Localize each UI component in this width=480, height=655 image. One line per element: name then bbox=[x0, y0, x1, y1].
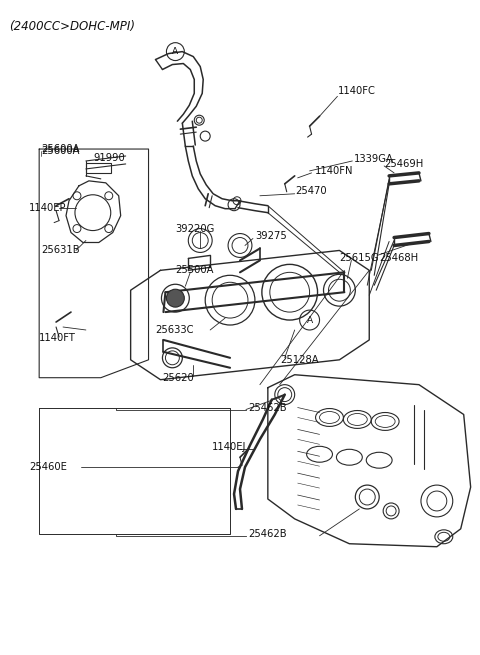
Circle shape bbox=[167, 290, 184, 307]
Bar bbox=[86, 163, 111, 173]
Text: 25460E: 25460E bbox=[29, 462, 67, 472]
Text: 39275: 39275 bbox=[255, 231, 287, 240]
Text: 25600A: 25600A bbox=[41, 144, 80, 154]
Text: 39220G: 39220G bbox=[175, 223, 215, 234]
Text: 25620: 25620 bbox=[162, 373, 194, 383]
Text: 25469H: 25469H bbox=[384, 159, 423, 169]
Text: 25631B: 25631B bbox=[41, 246, 80, 255]
Text: 25615G: 25615G bbox=[339, 253, 379, 263]
Text: 1140EJ: 1140EJ bbox=[212, 442, 247, 453]
Text: 25468H: 25468H bbox=[379, 253, 418, 263]
Text: 91990: 91990 bbox=[94, 153, 126, 163]
Text: 1140FT: 1140FT bbox=[39, 333, 76, 343]
Text: 25462B: 25462B bbox=[248, 529, 287, 539]
Text: 1140FN: 1140FN bbox=[314, 166, 353, 176]
Text: 25500A: 25500A bbox=[175, 265, 214, 275]
Text: 1140EP: 1140EP bbox=[29, 202, 67, 213]
Text: (2400CC>DOHC-MPI): (2400CC>DOHC-MPI) bbox=[9, 20, 135, 33]
Text: 1339GA: 1339GA bbox=[354, 154, 394, 164]
Text: 25470: 25470 bbox=[296, 186, 327, 196]
Text: 25633C: 25633C bbox=[156, 325, 194, 335]
Text: A: A bbox=[307, 316, 312, 324]
Text: 25128A: 25128A bbox=[280, 355, 318, 365]
Text: 25462B: 25462B bbox=[248, 403, 287, 413]
Text: A: A bbox=[172, 47, 179, 56]
Text: 1140FC: 1140FC bbox=[337, 86, 375, 96]
Text: 25600A: 25600A bbox=[41, 146, 80, 156]
